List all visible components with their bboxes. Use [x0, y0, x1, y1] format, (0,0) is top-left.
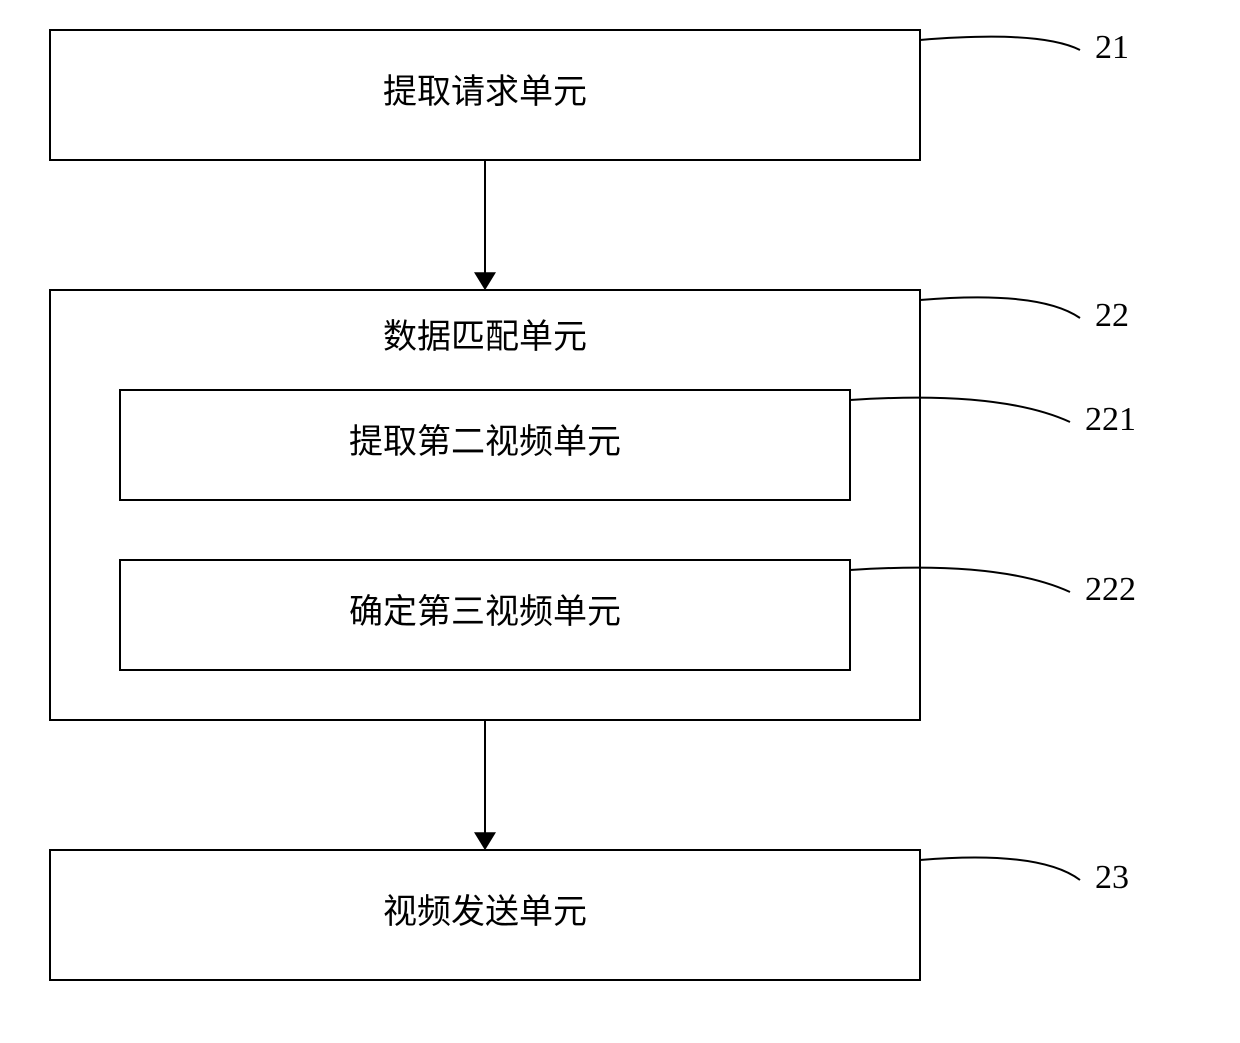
refnum-n222: 222: [1085, 571, 1136, 608]
node-n22-label: 数据匹配单元: [383, 318, 587, 356]
leader-n221: [850, 398, 1070, 422]
leader-n222: [850, 568, 1070, 592]
refnum-n23: 23: [1095, 859, 1129, 896]
refnum-n221: 221: [1085, 401, 1136, 438]
node-n21-label: 提取请求单元: [383, 73, 587, 111]
refnum-n22: 22: [1095, 297, 1129, 334]
node-n23-label: 视频发送单元: [383, 893, 587, 931]
leader-n22: [920, 297, 1080, 318]
node-n222-label: 确定第三视频单元: [349, 593, 621, 631]
leader-n23: [920, 858, 1080, 881]
node-n221-label: 提取第二视频单元: [349, 423, 621, 461]
refnum-n21: 21: [1095, 29, 1129, 66]
leader-n21: [920, 37, 1080, 50]
flowchart-canvas: 提取请求单元数据匹配单元提取第二视频单元确定第三视频单元视频发送单元 21222…: [0, 0, 1240, 1043]
